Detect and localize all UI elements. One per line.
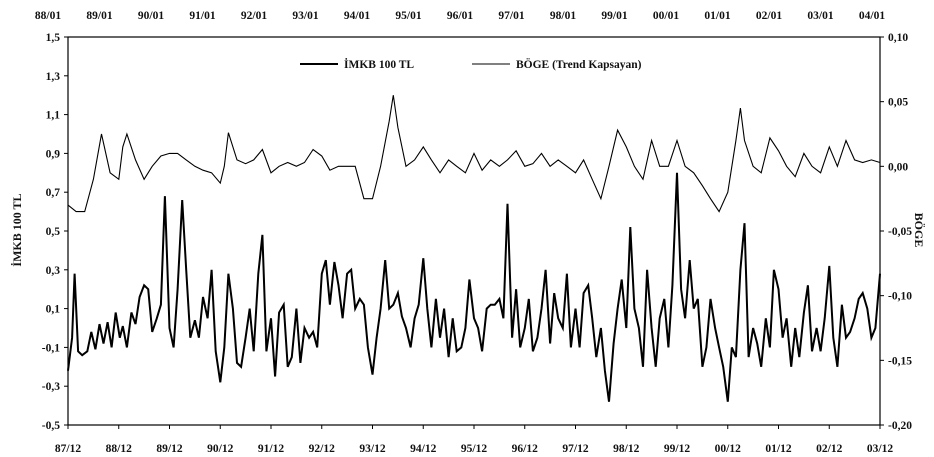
right-axis-title: BÖGE [912, 213, 926, 248]
top-tick-label: 89/01 [86, 10, 112, 22]
bottom-tick-label: 92/12 [309, 443, 335, 455]
bottom-tick-label: 95/12 [461, 443, 487, 455]
left-tick-label: -0,5 [42, 420, 60, 432]
bottom-axis: 87/12 88/12 89/12 90/12 91/12 92/12 93/12 94/12… [55, 425, 893, 455]
legend: İMKB 100 TL BÖGE (Trend Kapsayan) [300, 57, 642, 71]
top-tick-label: 97/01 [498, 10, 524, 22]
left-axis: 1,5 1,3 1,1 0,9 0,7 0,5 0,3 0,1 -0,1 -0,3 -0,5 [42, 32, 68, 432]
top-tick-label: 03/01 [807, 10, 833, 22]
bottom-tick-label: 99/12 [664, 443, 690, 455]
left-axis-title: İMKB 100 TL [10, 193, 24, 266]
top-tick-label: 93/01 [292, 10, 318, 22]
left-tick-label: 1,1 [46, 110, 61, 122]
right-tick-label: 0,05 [888, 97, 908, 109]
bottom-tick-label: 96/12 [512, 443, 538, 455]
top-tick-label: 88/01 [35, 10, 61, 22]
bottom-tick-label: 98/12 [613, 443, 639, 455]
bottom-tick-label: 90/12 [207, 443, 233, 455]
right-tick-label: 0,00 [888, 161, 908, 173]
left-tick-label: 1,3 [46, 71, 61, 83]
top-tick-label: 02/01 [756, 10, 782, 22]
left-tick-label: 0,9 [46, 148, 61, 160]
legend-label-boge: BÖGE (Trend Kapsayan) [516, 57, 642, 71]
bottom-tick-label: 91/12 [258, 443, 284, 455]
left-tick-label: 0,1 [46, 304, 61, 316]
series-line-imkb [67, 172, 881, 402]
top-tick-label: 01/01 [704, 10, 730, 22]
right-tick-label: 0,10 [888, 32, 908, 44]
bottom-tick-label: 94/12 [410, 443, 436, 455]
top-tick-label: 99/01 [601, 10, 627, 22]
top-tick-label: 95/01 [395, 10, 421, 22]
bottom-tick-label: 87/12 [55, 443, 81, 455]
left-tick-label: -0,1 [42, 342, 60, 354]
top-tick-label: 98/01 [550, 10, 576, 22]
left-tick-label: 0,7 [46, 187, 61, 199]
bottom-tick-label: 89/12 [156, 443, 182, 455]
right-tick-label: -0,10 [888, 291, 912, 303]
top-tick-label: 96/01 [447, 10, 473, 22]
left-tick-label: 0,3 [46, 265, 61, 277]
plot-frame [67, 36, 881, 426]
bottom-tick-label: 02/12 [816, 443, 842, 455]
bottom-tick-label: 97/12 [562, 443, 588, 455]
left-tick-label: 0,5 [46, 226, 61, 238]
top-tick-label: 94/01 [344, 10, 370, 22]
series-line-boge [67, 95, 881, 213]
right-tick-label: -0,20 [888, 420, 912, 432]
top-tick-label: 00/01 [653, 10, 679, 22]
right-tick-label: -0,15 [888, 355, 912, 367]
top-tick-label: 90/01 [138, 10, 164, 22]
top-tick-label: 04/01 [859, 10, 885, 22]
bottom-tick-label: 88/12 [106, 443, 132, 455]
bottom-tick-label: 00/12 [715, 443, 741, 455]
top-tick-label: 92/01 [241, 10, 267, 22]
legend-label-imkb: İMKB 100 TL [344, 57, 414, 71]
right-tick-label: -0,05 [888, 226, 912, 238]
left-tick-label: 1,5 [46, 32, 61, 44]
top-tick-label: 91/01 [189, 10, 215, 22]
bottom-tick-label: 93/12 [359, 443, 385, 455]
left-tick-label: -0,3 [42, 381, 60, 393]
bottom-tick-label: 03/12 [867, 443, 893, 455]
top-axis: 88/01 89/01 90/01 91/01 92/01 93/01 94/01 95/01… [35, 10, 885, 22]
right-axis: 0,10 0,05 0,00 -0,05 -0,10 -0,15 -0,20 [880, 32, 912, 432]
bottom-tick-label: 01/12 [765, 443, 791, 455]
